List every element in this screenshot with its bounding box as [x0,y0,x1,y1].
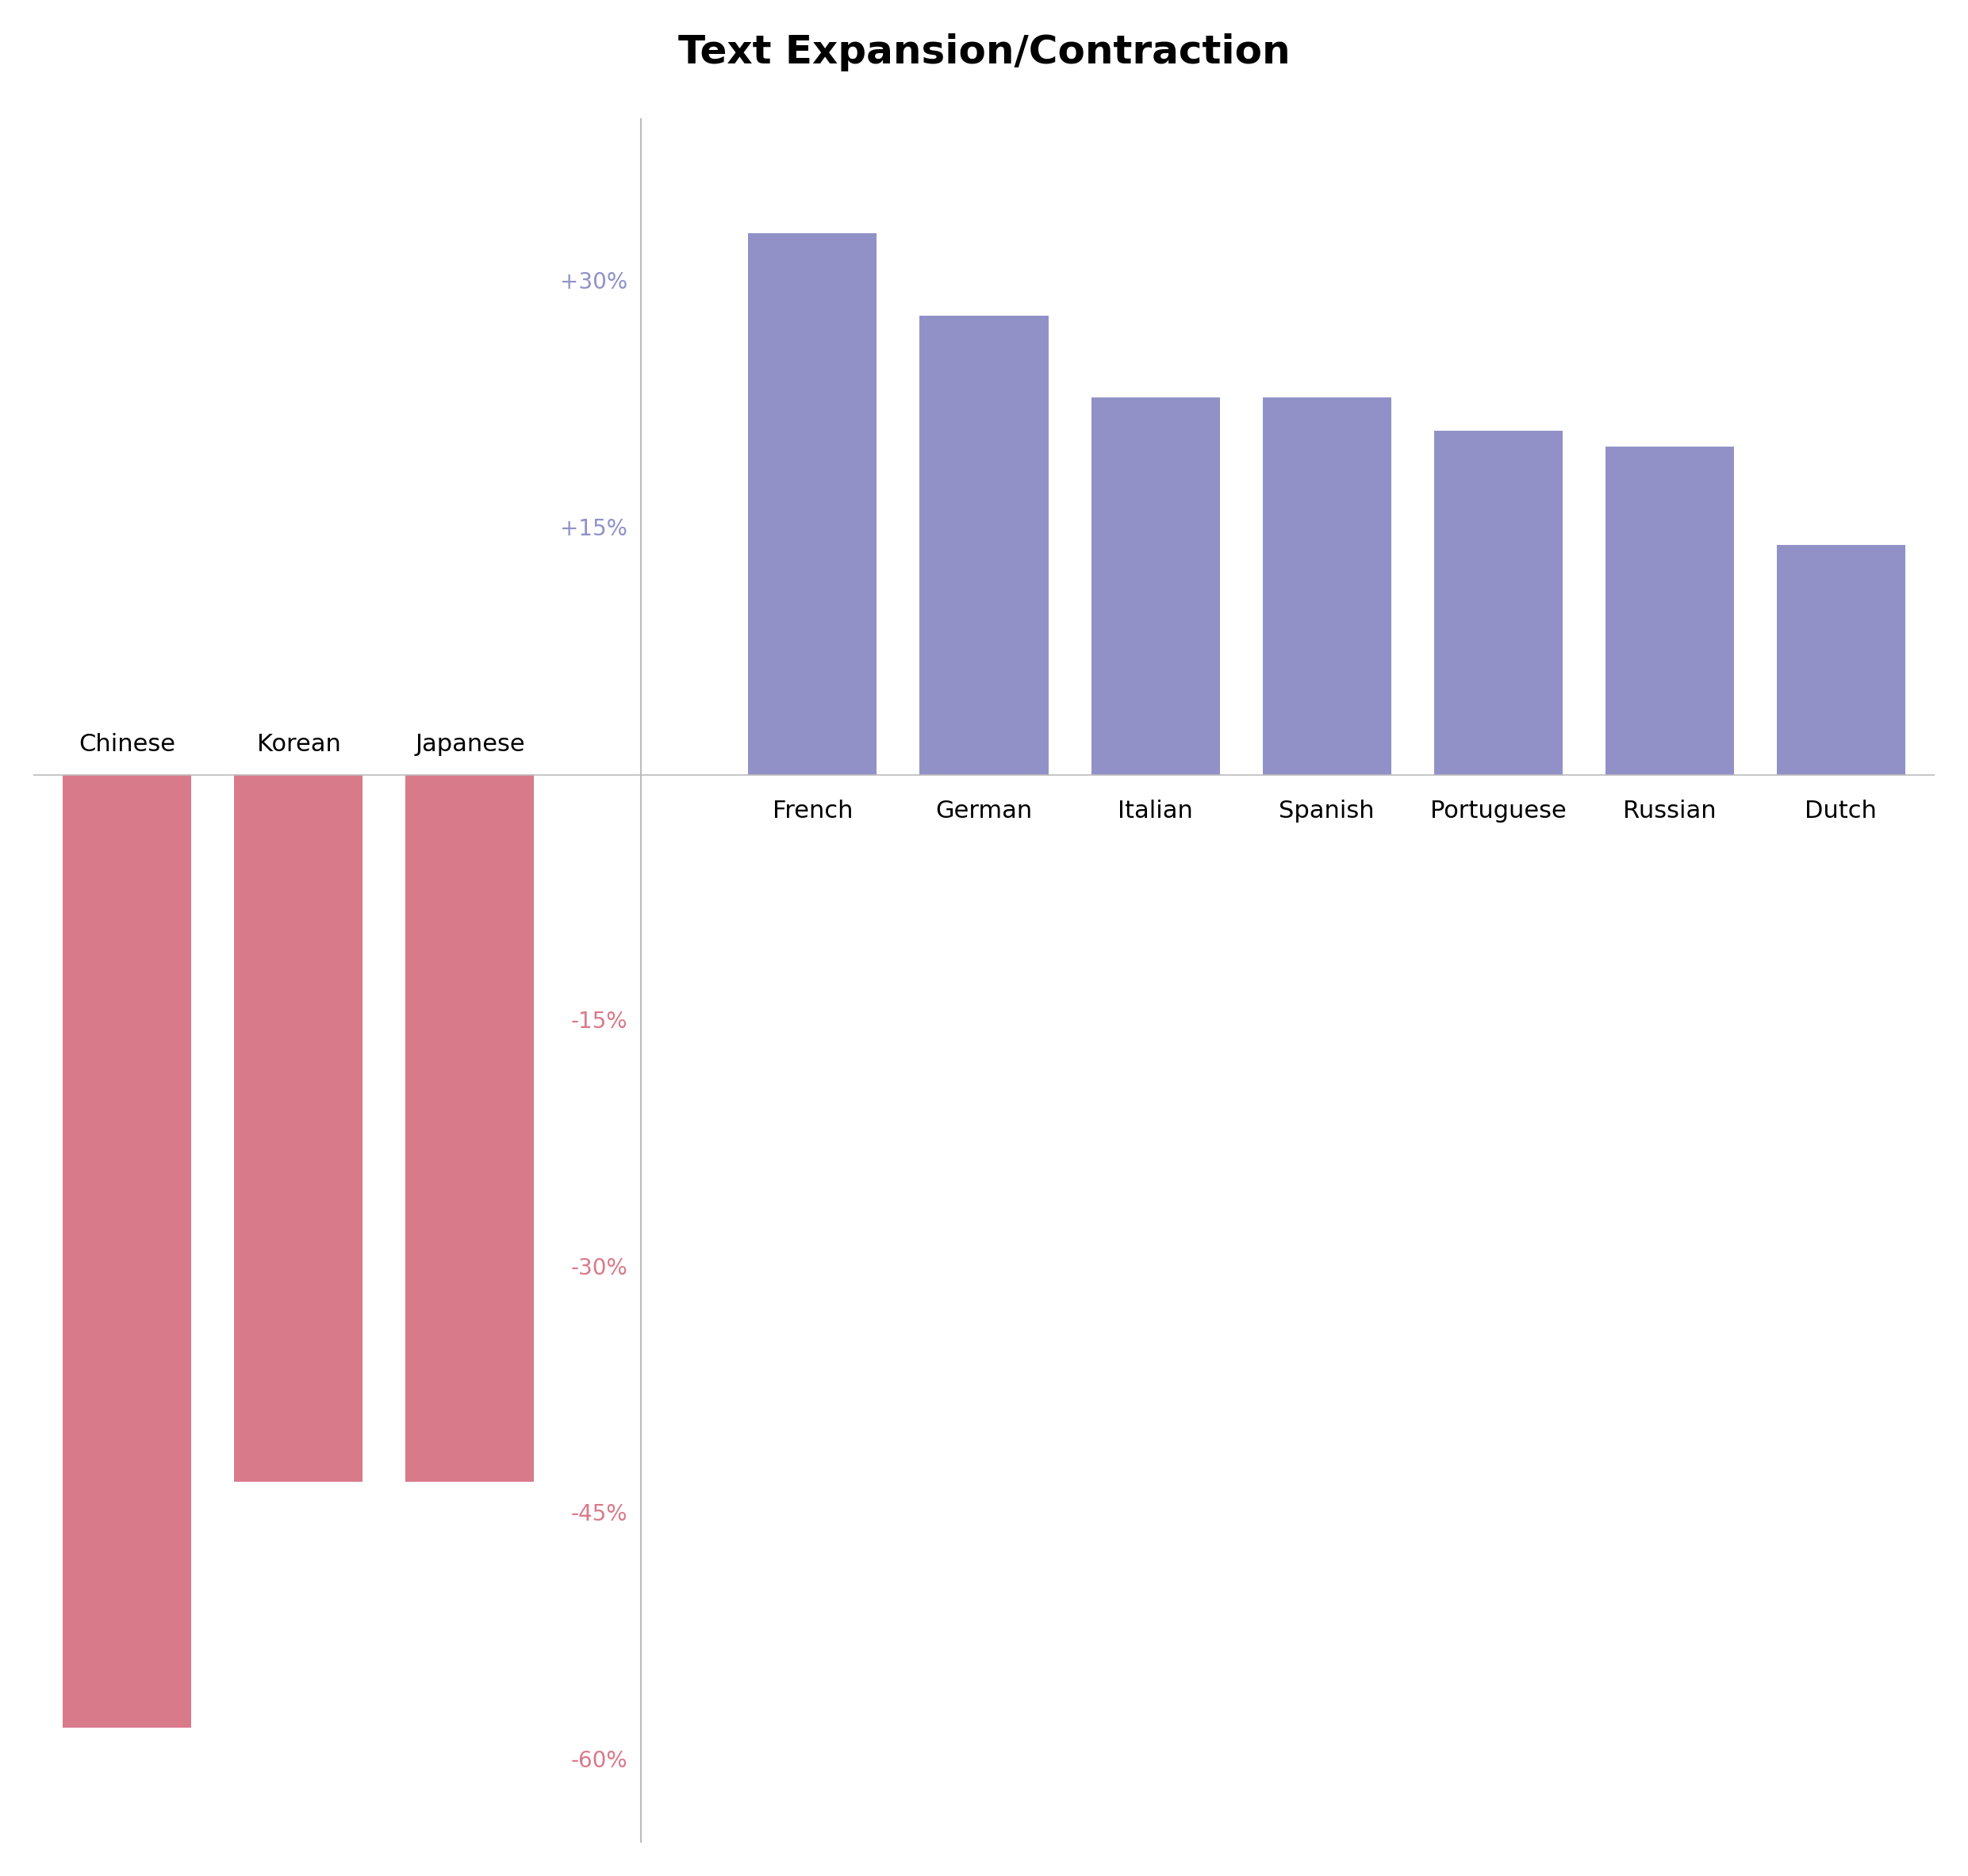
Bar [1777,546,1905,775]
Bar [748,233,878,775]
Text: +15%: +15% [561,518,628,540]
Text: Portuguese: Portuguese [1431,799,1567,824]
Text: +30%: +30% [561,272,628,295]
Bar [405,775,533,1482]
Text: German: German [935,799,1033,824]
Text: Dutch: Dutch [1805,799,1877,824]
Text: -45%: -45% [571,1503,628,1525]
Bar [1090,398,1220,775]
Text: Korean: Korean [256,734,340,756]
Bar [63,775,191,1728]
Text: Spanish: Spanish [1279,799,1374,824]
Bar [1606,446,1734,775]
Title: Text Expansion/Contraction: Text Expansion/Contraction [677,34,1291,71]
Text: -60%: -60% [571,1750,628,1773]
Bar [234,775,362,1482]
Bar [1261,398,1391,775]
Text: -30%: -30% [571,1257,628,1279]
Text: French: French [771,799,852,824]
Text: Japanese: Japanese [415,734,525,756]
Bar [919,315,1049,775]
Text: -15%: -15% [571,1011,628,1034]
Bar [1435,430,1563,775]
Text: Italian: Italian [1118,799,1193,824]
Text: Chinese: Chinese [79,734,175,756]
Text: Russian: Russian [1624,799,1716,824]
